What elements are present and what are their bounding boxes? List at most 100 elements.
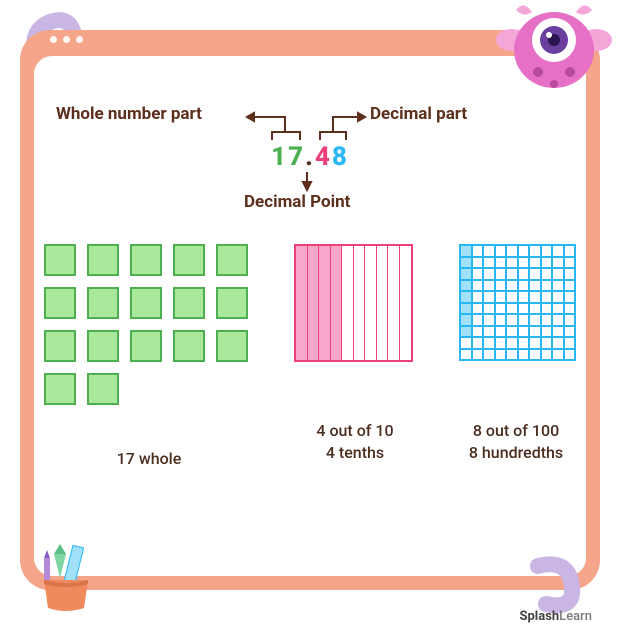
- unit-square: [87, 330, 119, 362]
- hundredth-cell: [472, 349, 484, 361]
- hundredth-cell: [506, 291, 518, 303]
- label-decimal-part: Decimal part: [370, 104, 467, 124]
- hundredth-cell: [552, 337, 564, 349]
- hundredth-cell: [495, 291, 507, 303]
- hundredth-cell: [518, 280, 530, 292]
- hundredth-cell: [495, 303, 507, 315]
- hundredth-cell: [506, 280, 518, 292]
- hundredth-cell: [472, 314, 484, 326]
- hundredth-cell: [529, 245, 541, 257]
- unit-square: [130, 287, 162, 319]
- hundredth-cell: [564, 291, 576, 303]
- unit-square: [130, 330, 162, 362]
- digit-hundredths: 8: [332, 142, 349, 172]
- hundredth-cell: [495, 326, 507, 338]
- hundredth-cell: [518, 291, 530, 303]
- hundredth-cell: [506, 303, 518, 315]
- hundredth-cell: [460, 349, 472, 361]
- hundredth-cell: [472, 326, 484, 338]
- hundredth-cell: [552, 314, 564, 326]
- caption-tenths: 4 out of 10 4 tenths: [295, 420, 415, 470]
- hundredth-cell: [460, 326, 472, 338]
- unit-square: [216, 287, 248, 319]
- hundredth-cell: [460, 291, 472, 303]
- hundredth-cell: [541, 257, 553, 269]
- hundredth-cell: [541, 268, 553, 280]
- tenth-strip: [296, 246, 308, 360]
- hundredth-cell: [552, 245, 564, 257]
- hundredth-cell: [472, 337, 484, 349]
- hundredth-cell: [472, 291, 484, 303]
- hundredth-cell: [506, 326, 518, 338]
- unit-square: [130, 244, 162, 276]
- unit-square: [173, 244, 205, 276]
- hundredth-cell: [483, 280, 495, 292]
- mascot-icon: [494, 0, 614, 100]
- tenth-strip: [331, 246, 343, 360]
- hundredth-cell: [564, 303, 576, 315]
- label-decimal-point: Decimal Point: [244, 192, 350, 212]
- hundredth-cell: [518, 326, 530, 338]
- hundredth-cell: [564, 337, 576, 349]
- tenth-strip: [342, 246, 354, 360]
- hundredth-cell: [564, 280, 576, 292]
- digit-tenths: 4: [315, 142, 332, 172]
- hundredth-cell: [495, 257, 507, 269]
- tenth-strip: [308, 246, 320, 360]
- tenth-strip: [377, 246, 389, 360]
- hundredth-cell: [506, 257, 518, 269]
- hundredth-cell: [495, 280, 507, 292]
- hundredth-cell: [483, 349, 495, 361]
- hundredth-cell: [564, 268, 576, 280]
- hundredth-cell: [483, 291, 495, 303]
- hundredth-cell: [460, 245, 472, 257]
- hundredth-cell: [506, 349, 518, 361]
- unit-square: [44, 373, 76, 405]
- hundredth-cell: [472, 280, 484, 292]
- unit-square: [44, 330, 76, 362]
- hundredths-grid: [459, 244, 576, 361]
- hundredth-cell: [483, 245, 495, 257]
- hundredth-cell: [460, 257, 472, 269]
- hundredth-cell: [552, 326, 564, 338]
- digit-dot: .: [305, 142, 315, 172]
- tenths-strip: [294, 244, 413, 362]
- hundredth-cell: [460, 303, 472, 315]
- hundredth-cell: [541, 326, 553, 338]
- hundredth-cell: [564, 257, 576, 269]
- hundredth-cell: [529, 291, 541, 303]
- tenth-strip: [388, 246, 400, 360]
- hundredth-cell: [541, 349, 553, 361]
- hundredth-cell: [518, 245, 530, 257]
- hundredth-cell: [529, 314, 541, 326]
- hundredth-cell: [552, 280, 564, 292]
- hundredth-cell: [518, 337, 530, 349]
- hundredth-cell: [460, 280, 472, 292]
- hundredth-cell: [529, 257, 541, 269]
- hundredth-cell: [529, 303, 541, 315]
- caption-whole: 17 whole: [44, 448, 254, 470]
- hundredth-cell: [495, 337, 507, 349]
- hundredth-cell: [564, 349, 576, 361]
- unit-square: [87, 244, 119, 276]
- decoration-squiggle-bottom-right: [520, 548, 590, 618]
- visuals-row: [44, 244, 576, 405]
- hundredth-cell: [472, 268, 484, 280]
- hundredth-cell: [541, 280, 553, 292]
- hundredth-cell: [472, 257, 484, 269]
- hundredth-cell: [495, 314, 507, 326]
- hundredth-cell: [506, 314, 518, 326]
- unit-square: [44, 244, 76, 276]
- hundredth-cell: [483, 314, 495, 326]
- hundredth-cell: [541, 337, 553, 349]
- hundredth-cell: [518, 314, 530, 326]
- hundredth-cell: [541, 314, 553, 326]
- browser-dots: [50, 36, 83, 43]
- unit-square: [216, 244, 248, 276]
- hundredth-cell: [460, 314, 472, 326]
- hundredth-cell: [541, 291, 553, 303]
- hundredth-cell: [529, 349, 541, 361]
- unit-square: [173, 330, 205, 362]
- hundredth-cell: [460, 268, 472, 280]
- hundredth-cell: [495, 245, 507, 257]
